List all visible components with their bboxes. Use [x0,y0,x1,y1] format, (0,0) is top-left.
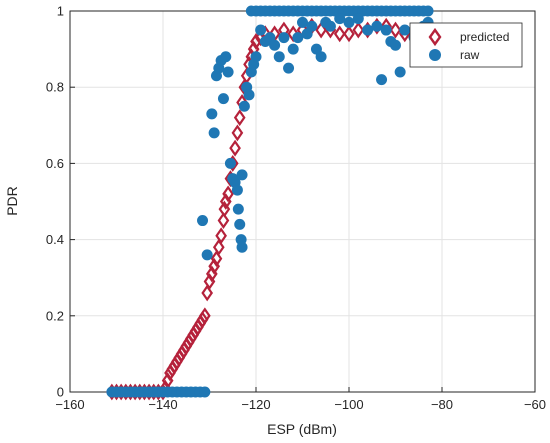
legend-box [409,22,523,68]
x-tick-label: −160 [55,397,84,412]
y-axis-label: PDR [4,186,20,216]
data-point-predicted [229,139,241,157]
data-point-predicted [250,33,262,50]
y-tick-label: 0 [57,385,64,400]
data-point-predicted [201,284,214,302]
data-point-raw [220,51,232,63]
data-point-predicted [333,25,346,43]
data-marks [106,5,439,401]
legend-marker-raw [429,49,441,61]
data-point-raw [315,51,327,63]
y-tick-label: 0.4 [46,232,64,247]
data-point-raw [217,93,229,105]
data-point-predicted [233,109,246,127]
legend-label-predicted: predicted [460,30,509,44]
data-point-predicted [217,212,230,229]
data-point-raw [208,127,220,139]
data-point-raw [390,39,401,51]
data-point-raw [343,16,355,28]
data-point-raw [399,24,411,36]
data-point-raw [255,24,267,36]
plot-area [70,11,535,392]
y-tick-label: 0.2 [46,308,64,323]
legend-item-raw: raw [429,48,480,62]
legend-item-predicted: predicted [428,27,509,47]
data-point-raw [376,74,388,86]
data-point-raw [273,51,285,63]
data-point-raw [362,24,374,36]
data-point-raw [283,62,295,74]
data-point-predicted [196,311,209,329]
data-point-raw [297,16,308,28]
data-point-raw [206,108,218,120]
x-tick-label: −140 [148,397,177,412]
ticks: −160 −140 −120 −100 −80 −60 0 0.2 0.4 0.6 0.8 1 [46,4,546,413]
series-raw [106,5,434,398]
legend-label-raw: raw [460,48,480,62]
y-tick-label: 1 [57,4,64,19]
data-point-predicted [231,124,244,142]
data-point-raw [222,66,234,78]
data-point-raw [334,13,346,25]
data-point-raw [232,203,244,215]
data-point-raw [197,215,209,227]
data-point-predicted [352,21,365,39]
legend-marker-predicted [428,27,442,47]
x-axis-label: ESP (dBm) [267,421,337,437]
data-point-raw [234,218,246,230]
data-point-raw [422,5,434,17]
x-tick-label: −120 [241,397,270,412]
data-point-raw [269,39,281,51]
x-tick-label: −80 [431,397,453,412]
data-point-raw [380,24,392,36]
data-point-raw [231,184,243,196]
data-point-raw [278,32,290,44]
data-point-raw [243,89,255,101]
x-tick-label: −100 [334,397,363,412]
data-point-predicted [315,21,327,39]
data-point-raw [306,20,318,32]
data-point-predicted [222,185,234,203]
data-point-predicted [343,25,355,43]
data-point-raw [201,249,213,261]
data-point-raw [236,241,248,253]
y-tick-label: 0.8 [46,80,64,95]
data-point-raw [292,32,304,44]
data-point-predicted [215,227,227,245]
x-tick-label: −60 [524,397,546,412]
data-point-raw [238,100,250,112]
data-point-predicted [212,238,225,256]
data-point-raw [324,20,336,32]
data-point-predicted [210,250,223,268]
data-point-raw [287,43,299,55]
data-point-raw [224,157,236,169]
data-point-raw [250,51,262,63]
data-point-predicted [199,307,211,325]
data-point-raw [371,20,383,32]
data-point-raw [199,386,211,398]
data-point-raw [352,13,364,25]
data-point-raw [394,66,406,78]
data-point-predicted [389,21,402,39]
y-tick-label: 0.6 [46,156,64,171]
data-point-raw [236,169,248,181]
legend: predicted raw [409,22,523,68]
